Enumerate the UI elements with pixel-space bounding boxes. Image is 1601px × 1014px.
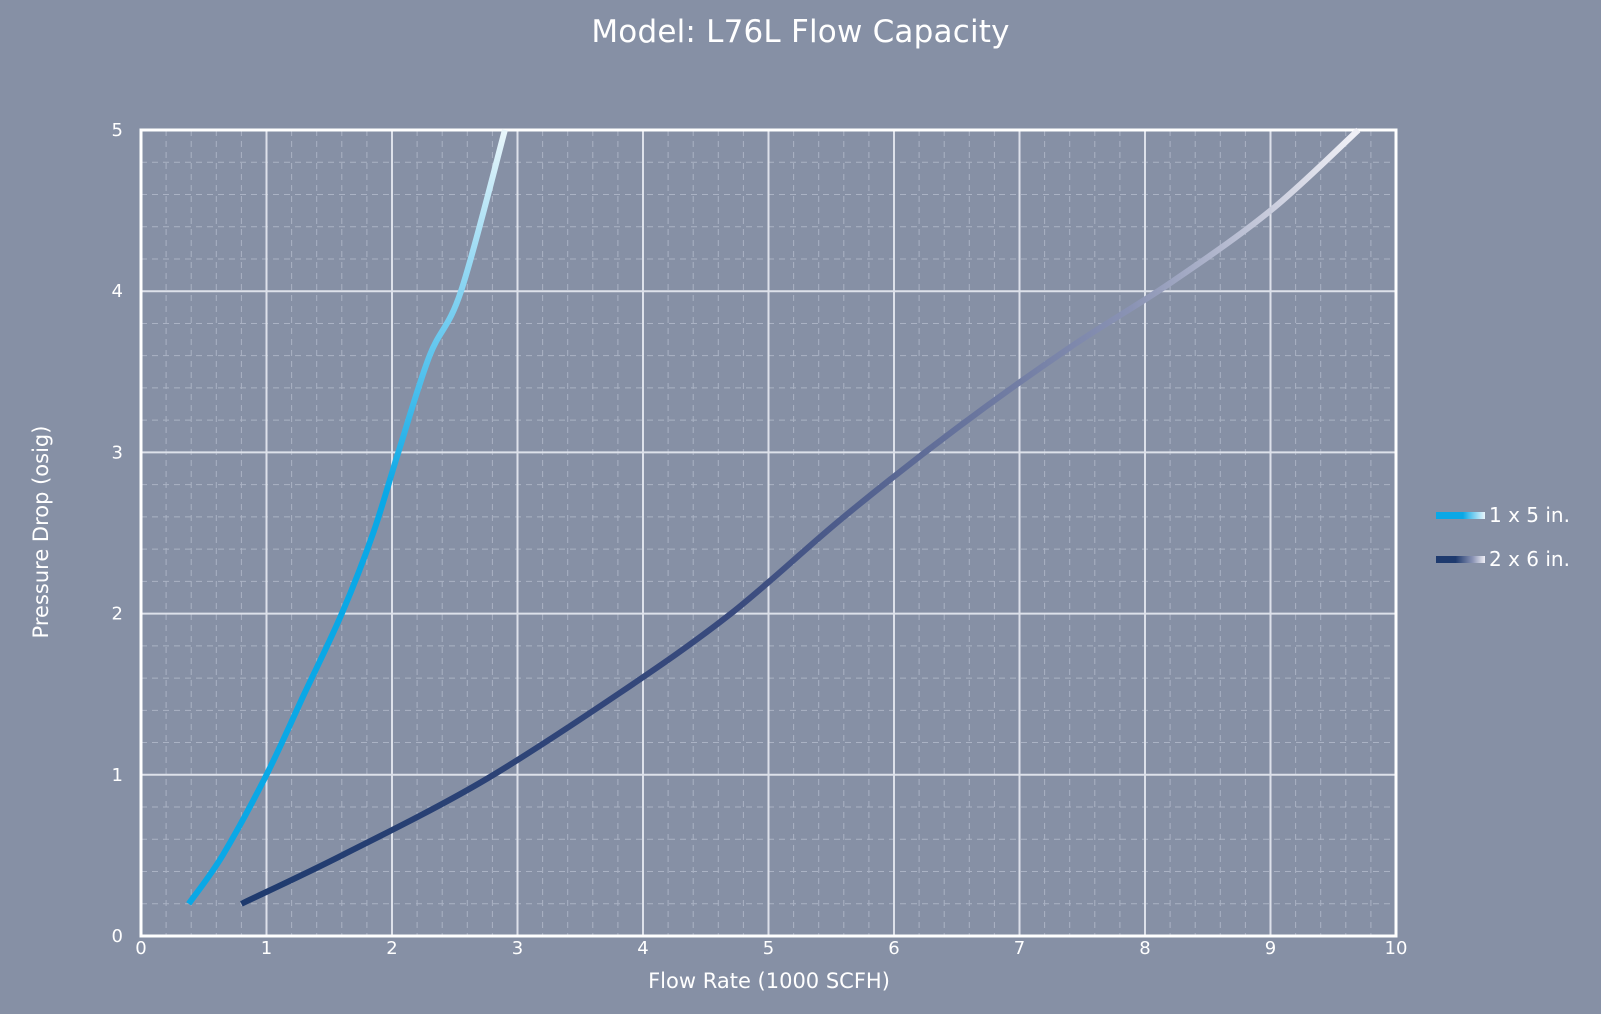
x-tick-label: 4 [637,938,648,959]
plot-frame [139,128,1398,938]
series-layer [186,127,1361,907]
x-tick-label: 3 [512,938,523,959]
major-gridlines [140,129,1397,937]
y-axis-ticks: 0 1 2 3 4 5 [112,120,123,947]
y-tick-label: 4 [112,281,123,302]
x-tick-label: 0 [135,938,146,959]
legend-swatch-1x5 [1436,511,1485,519]
legend-swatch-2x6 [1436,555,1485,563]
x-tick-label: 8 [1139,938,1150,959]
y-tick-label: 2 [112,604,123,625]
y-axis-label: Pressure Drop (osig) [29,426,53,639]
chart-title: Model: L76L Flow Capacity [591,14,1010,50]
y-tick-label: 0 [112,926,123,947]
x-tick-label: 7 [1014,938,1025,959]
legend-label-2x6: 2 x 6 in. [1489,547,1570,571]
x-tick-label: 2 [386,938,397,959]
minor-gridlines [141,130,1396,936]
x-tick-label: 6 [888,938,899,959]
x-tick-label: 1 [261,938,272,959]
y-tick-label: 1 [112,765,123,786]
series-line-2x6 [240,127,1361,907]
x-tick-label: 5 [763,938,774,959]
x-axis-label: Flow Rate (1000 SCFH) [648,969,890,993]
legend-item-2x6: 2 x 6 in. [1436,547,1570,571]
legend-item-1x5: 1 x 5 in. [1436,503,1570,527]
y-tick-label: 3 [112,442,123,463]
legend-label-1x5: 1 x 5 in. [1489,503,1570,527]
x-axis-ticks: 0 1 2 3 4 5 6 7 8 9 10 [135,938,1407,959]
x-tick-label: 10 [1385,938,1408,959]
y-tick-label: 5 [112,120,123,141]
series-line-1x5 [186,129,508,906]
legend: 1 x 5 in. 2 x 6 in. [1436,503,1570,592]
x-tick-label: 9 [1265,938,1276,959]
